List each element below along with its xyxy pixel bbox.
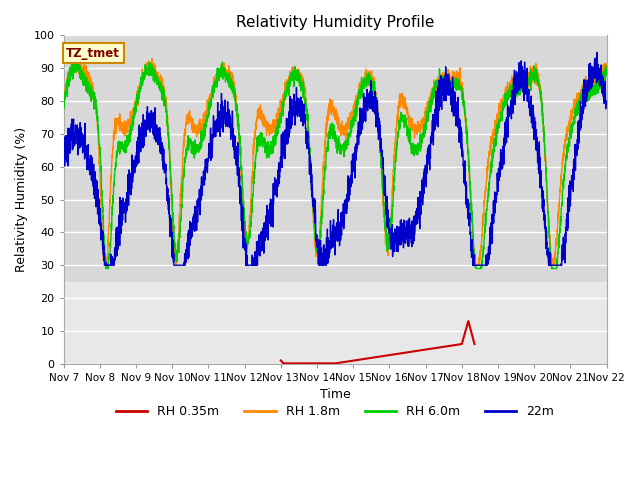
Y-axis label: Relativity Humidity (%): Relativity Humidity (%) bbox=[15, 127, 28, 272]
Legend: RH 0.35m, RH 1.8m, RH 6.0m, 22m: RH 0.35m, RH 1.8m, RH 6.0m, 22m bbox=[111, 400, 559, 423]
Bar bbox=[63, 282, 607, 364]
Bar bbox=[63, 36, 607, 282]
Title: Relativity Humidity Profile: Relativity Humidity Profile bbox=[236, 15, 435, 30]
X-axis label: Time: Time bbox=[320, 388, 351, 401]
Text: TZ_tmet: TZ_tmet bbox=[67, 47, 120, 60]
